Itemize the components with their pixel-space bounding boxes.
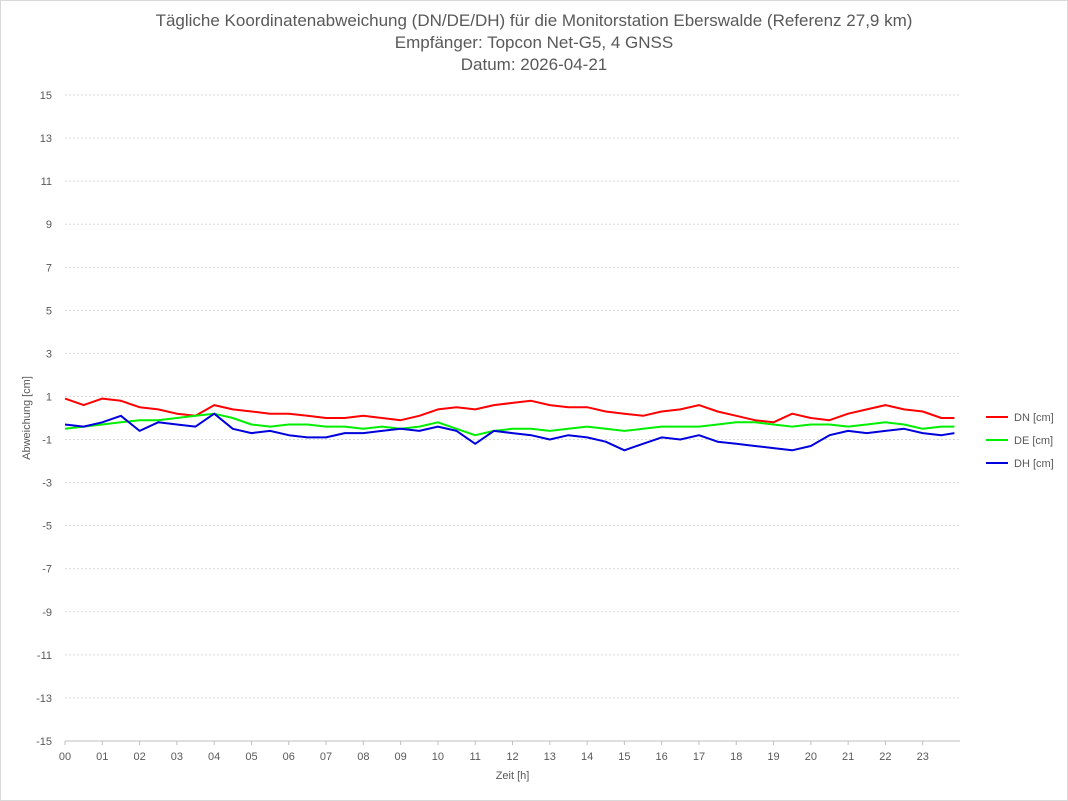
x-tick-label: 21	[842, 751, 854, 763]
x-tick-label: 07	[320, 751, 332, 763]
y-tick-label: 13	[40, 133, 52, 145]
x-tick-label: 12	[506, 751, 518, 763]
x-axis-title: Zeit [h]	[496, 770, 530, 782]
y-tick-label: -5	[42, 521, 52, 533]
x-tick-label: 04	[208, 751, 220, 763]
x-tick-label: 14	[581, 751, 593, 763]
x-tick-label: 13	[544, 751, 556, 763]
x-tick-label: 02	[133, 751, 145, 763]
x-tick-label: 23	[917, 751, 929, 763]
chart-subtitle: Empfänger: Topcon Net-G5, 4 GNSS	[394, 33, 674, 52]
x-tick-label: 08	[357, 751, 369, 763]
grid-lines	[65, 94, 960, 699]
series-lines	[64, 397, 955, 452]
x-tick-label: 19	[767, 751, 779, 763]
y-tick-label: -13	[36, 693, 52, 705]
x-tick-label: 11	[469, 751, 480, 763]
y-tick-label: -1	[42, 435, 52, 447]
y-tick-label: 11	[41, 176, 52, 188]
x-tick-label: 09	[395, 751, 407, 763]
x-tick-label: 20	[805, 751, 817, 763]
x-tick-labels: 00 01 02 03 04 05 06 07 08 09 10 11 12 13 14 15 16 17 18 19…	[59, 741, 929, 763]
legend: DN [cm] DE [cm] DH [cm]	[986, 412, 1054, 470]
x-tick-label: 05	[245, 751, 257, 763]
y-tick-labels: 15 13 11 9 7 5 3 1 -1 -3 -5 -7 -9 -11 -13 -15	[36, 90, 52, 748]
y-tick-label: 15	[40, 90, 52, 102]
x-tick-label: 00	[59, 751, 71, 763]
y-tick-label: 9	[46, 219, 52, 231]
chart-titles: Tägliche Koordinatenabweichung (DN/DE/DH…	[0, 10, 1068, 76]
x-tick-label: 17	[693, 751, 705, 763]
legend-label-de-cm: DE [cm]	[1014, 435, 1053, 447]
y-tick-label: -9	[42, 607, 52, 619]
x-tick-label: 06	[283, 751, 295, 763]
y-tick-label: 1	[46, 391, 52, 403]
x-tick-label: 15	[618, 751, 630, 763]
y-tick-label: -11	[37, 650, 52, 662]
legend-label-dh-cm: DH [cm]	[1014, 458, 1054, 470]
x-tick-label: 16	[656, 751, 668, 763]
legend-label-dn-cm: DN [cm]	[1014, 412, 1054, 424]
x-tick-label: 22	[879, 751, 891, 763]
y-tick-label: 3	[46, 348, 52, 360]
chart-date: Datum: 2026-04-21	[460, 55, 608, 74]
x-tick-label: 18	[730, 751, 742, 763]
chart-title: Tägliche Koordinatenabweichung (DN/DE/DH…	[155, 11, 913, 30]
y-tick-label: 5	[46, 305, 52, 317]
series-line-dh-cm	[64, 412, 955, 452]
y-tick-label: -3	[42, 478, 52, 490]
x-tick-label: 01	[96, 751, 108, 763]
x-tick-label: 10	[432, 751, 444, 763]
series-line-dn-cm	[64, 397, 955, 424]
x-tick-label: 03	[171, 751, 183, 763]
y-tick-label: -7	[42, 564, 52, 576]
y-tick-label: 7	[46, 262, 52, 274]
y-axis-title: Abweichung [cm]	[21, 376, 33, 460]
y-tick-label: -15	[36, 736, 52, 748]
